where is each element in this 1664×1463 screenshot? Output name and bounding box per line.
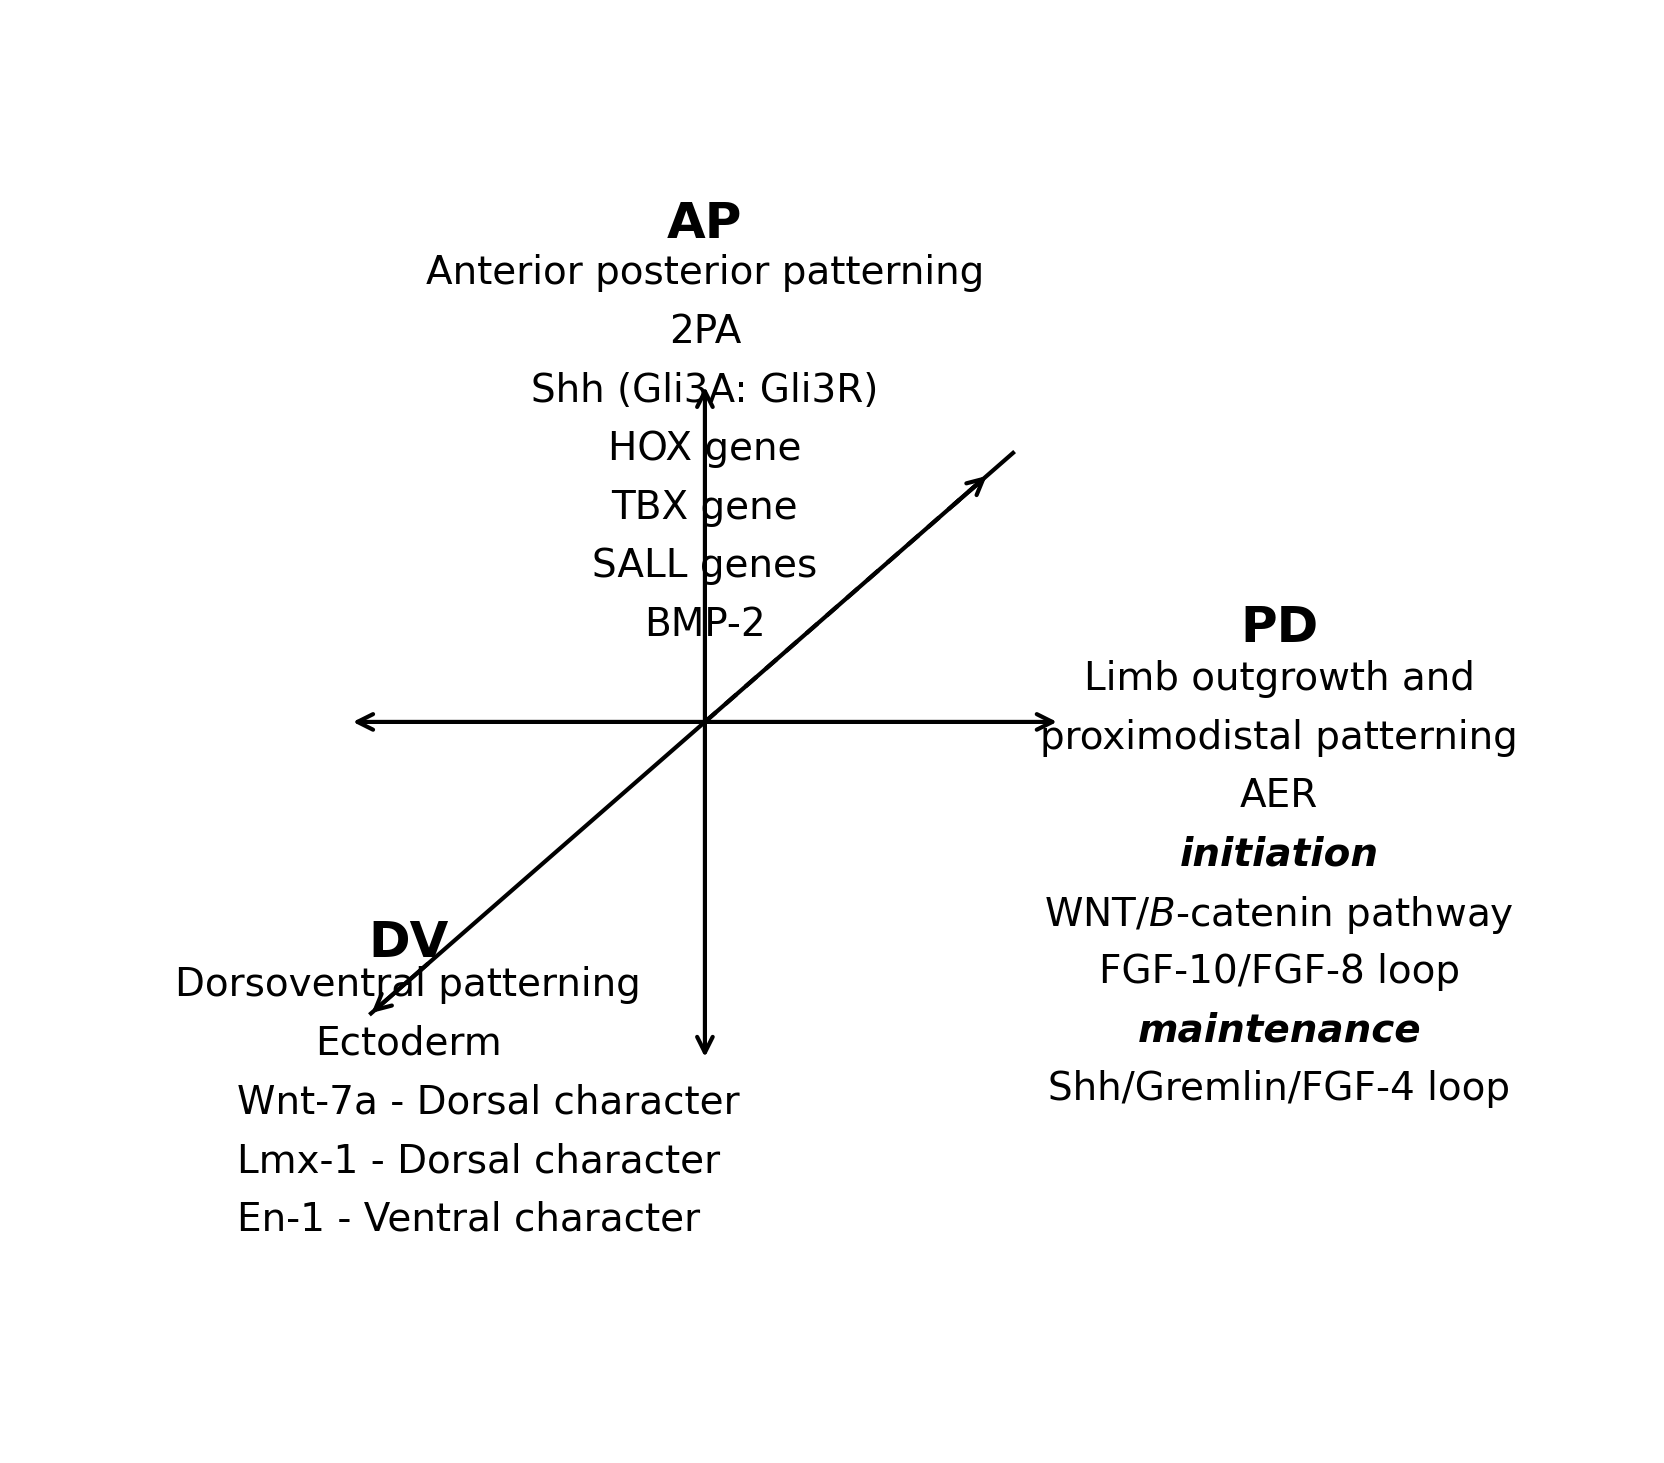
Text: Dorsoventral patterning: Dorsoventral patterning [175,967,641,1005]
Text: DV: DV [368,919,448,967]
Text: Wnt-7a - Dorsal character: Wnt-7a - Dorsal character [236,1084,739,1122]
Text: TBX gene: TBX gene [611,489,797,527]
Text: En-1 - Ventral character: En-1 - Ventral character [236,1201,699,1239]
Text: AP: AP [667,200,742,249]
Text: WNT/$\mathit{B}$-catenin pathway: WNT/$\mathit{B}$-catenin pathway [1043,894,1513,936]
Text: PD: PD [1240,604,1318,651]
Text: Limb outgrowth and: Limb outgrowth and [1083,660,1474,698]
Text: FGF-10/FGF-8 loop: FGF-10/FGF-8 loop [1098,952,1459,990]
Text: BMP-2: BMP-2 [644,606,765,644]
Text: initiation: initiation [1178,835,1378,873]
Text: 2PA: 2PA [669,313,740,351]
Text: maintenance: maintenance [1137,1011,1419,1049]
Text: HOX gene: HOX gene [607,430,800,468]
Text: Shh (Gli3A: Gli3R): Shh (Gli3A: Gli3R) [531,372,879,410]
Text: SALL genes: SALL genes [592,547,817,585]
Text: AER: AER [1240,777,1318,815]
Text: proximodistal patterning: proximodistal patterning [1040,718,1518,756]
Text: Ectoderm: Ectoderm [314,1026,501,1064]
Text: Lmx-1 - Dorsal character: Lmx-1 - Dorsal character [236,1143,719,1181]
Text: Anterior posterior patterning: Anterior posterior patterning [426,255,983,293]
Text: Shh/Gremlin/FGF-4 loop: Shh/Gremlin/FGF-4 loop [1048,1069,1509,1107]
